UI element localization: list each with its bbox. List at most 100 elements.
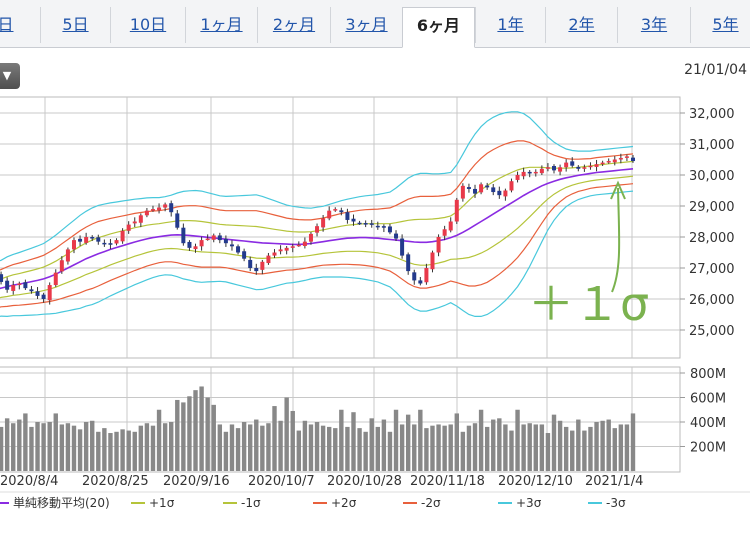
candle-body-33	[193, 246, 198, 250]
volume-tick-1: 600M	[690, 392, 726, 407]
volume-bar-33	[193, 390, 198, 471]
price-tick-4: 28,000	[689, 231, 735, 246]
candle-body-82	[491, 187, 496, 193]
candle-body-36	[211, 235, 216, 240]
tab-5[interactable]: 3ヶ月	[330, 7, 402, 43]
candle-body-31	[181, 227, 186, 244]
x-tick-3: 2020/10/7	[248, 474, 315, 489]
candle-body-48	[284, 247, 289, 251]
volume-bar-89	[533, 424, 538, 471]
tab-8[interactable]: 2年	[545, 7, 617, 43]
volume-bar-12	[65, 423, 71, 471]
candle-body-22	[126, 224, 131, 231]
volume-bar-38	[223, 431, 229, 471]
candle-body-27	[157, 207, 162, 211]
tab-1[interactable]: 5日	[40, 7, 110, 43]
volume-bar-17	[96, 431, 101, 471]
candle-body-18	[102, 242, 107, 245]
candle-body-63	[375, 225, 380, 228]
volume-bar-13	[71, 425, 77, 471]
band-line-4	[0, 160, 634, 280]
volume-bar-3	[11, 423, 16, 471]
tab-3[interactable]: 1ヶ月	[185, 7, 257, 43]
volume-bar-69	[412, 424, 417, 471]
band-line-3	[0, 183, 634, 308]
volume-bar-57	[339, 409, 344, 471]
volume-bar-54	[320, 425, 326, 471]
volume-bar-105	[630, 413, 636, 471]
volume-bar-31	[181, 402, 186, 471]
tab-2[interactable]: 10日	[110, 7, 185, 43]
indicator-dropdown-button[interactable]: ▼	[0, 63, 20, 89]
candle-body-101	[606, 161, 611, 163]
candle-body-102	[612, 159, 617, 163]
candle-body-2	[5, 280, 10, 290]
volume-bar-83	[497, 418, 502, 471]
volume-bar-80	[478, 409, 484, 471]
candle-body-19	[108, 243, 113, 245]
volume-bar-36	[211, 404, 216, 471]
candle-body-80	[479, 184, 484, 193]
volume-bar-4	[17, 419, 22, 471]
legend-label-0: 単純移動平均(20)	[13, 496, 110, 510]
candle-body-26	[150, 209, 155, 211]
candle-body-98	[588, 165, 593, 168]
volume-bar-82	[491, 419, 496, 471]
candle-body-38	[223, 238, 228, 244]
candle-body-34	[199, 240, 204, 247]
volume-bar-1	[0, 426, 4, 471]
candle-body-96	[576, 166, 581, 169]
period-tab-bar: 日 5日 10日 1ヶ月 2ヶ月 3ヶ月 6ヶ月 1年 2年 3年 5年	[0, 0, 750, 48]
volume-bar-20	[114, 431, 119, 471]
volume-bar-91	[545, 433, 551, 471]
x-tick-6: 2020/12/10	[498, 474, 573, 489]
tab-7[interactable]: 1年	[475, 7, 545, 43]
annotation-arrow-line	[611, 187, 621, 293]
volume-bar-37	[217, 424, 223, 471]
candle-body-23	[132, 221, 137, 224]
volume-bar-15	[83, 422, 89, 471]
volume-bar-24	[138, 425, 144, 471]
chart-date-label: 21/01/04	[684, 62, 747, 78]
candle-body-66	[394, 233, 399, 239]
tab-10[interactable]: 5年	[690, 7, 750, 43]
volume-bar-6	[29, 426, 34, 471]
volume-bar-84	[503, 424, 508, 471]
tab-4[interactable]: 2ヶ月	[257, 7, 330, 43]
candle-body-94	[564, 162, 569, 168]
legend-label-4: -2σ	[421, 496, 441, 510]
volume-bar-5	[23, 413, 28, 471]
volume-bar-103	[618, 424, 624, 471]
volume-bar-56	[333, 428, 338, 471]
candle-body-5	[23, 282, 28, 289]
volume-tick-0: 800M	[690, 367, 726, 382]
band-line-1	[0, 190, 634, 318]
volume-bar-66	[393, 409, 399, 471]
candle-body-67	[400, 238, 405, 256]
candle-body-16	[90, 237, 95, 239]
candle-body-41	[242, 251, 247, 259]
tab-9[interactable]: 3年	[617, 7, 690, 43]
legend-label-5: +3σ	[516, 496, 542, 510]
volume-bar-58	[345, 426, 350, 471]
legend-label-1: +1σ	[149, 496, 175, 510]
candle-body-21	[120, 230, 125, 242]
band-line-2	[0, 140, 634, 271]
volume-bar-99	[594, 422, 599, 471]
volume-bar-101	[606, 419, 611, 471]
volume-bar-28	[162, 423, 168, 471]
x-tick-5: 2020/11/18	[410, 474, 485, 489]
candle-body-61	[363, 223, 368, 225]
volume-bar-97	[582, 430, 587, 471]
volume-bar-88	[527, 423, 532, 471]
candle-body-54	[321, 218, 326, 228]
tab-6[interactable]: 6ヶ月	[402, 7, 475, 48]
candle-body-45	[266, 255, 271, 264]
volume-bar-87	[521, 424, 526, 471]
volume-bar-67	[399, 424, 405, 471]
annotation-arrowhead	[610, 180, 626, 200]
price-tick-2: 30,000	[689, 169, 735, 184]
tab-0[interactable]: 日	[0, 7, 40, 43]
candle-body-88	[527, 171, 532, 174]
candle-body-93	[558, 167, 563, 172]
